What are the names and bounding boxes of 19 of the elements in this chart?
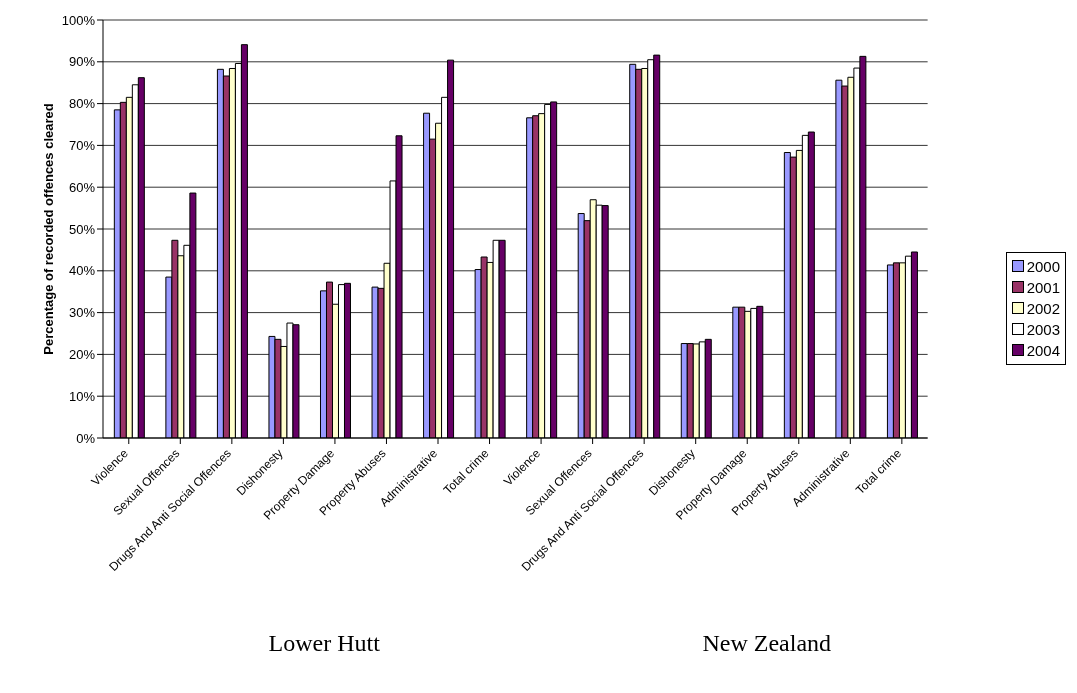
legend-label: 2003 xyxy=(1026,319,1060,340)
y-tick-label: 90% xyxy=(68,54,96,70)
y-tick-label: 0% xyxy=(76,430,96,446)
y-tick-label: 60% xyxy=(68,179,96,195)
y-tick-label: 40% xyxy=(68,263,96,279)
legend-label: 2002 xyxy=(1026,298,1060,319)
legend-label: 2004 xyxy=(1026,340,1060,361)
legend-label: 2001 xyxy=(1026,277,1060,298)
text: New Zealand xyxy=(701,630,833,657)
y-tick-label: 30% xyxy=(68,305,96,321)
y-axis-title: Percentage of recorded offences cleared xyxy=(40,103,56,355)
text: Lower Hutt xyxy=(267,630,381,657)
y-tick-label: 10% xyxy=(68,388,96,404)
legend-label: 2000 xyxy=(1026,256,1060,277)
y-tick-label: 70% xyxy=(68,138,96,154)
y-tick-label: 80% xyxy=(68,96,96,112)
y-tick-label: 100% xyxy=(61,12,96,28)
y-tick-label: 20% xyxy=(68,347,96,363)
y-tick-label: 50% xyxy=(68,221,96,237)
